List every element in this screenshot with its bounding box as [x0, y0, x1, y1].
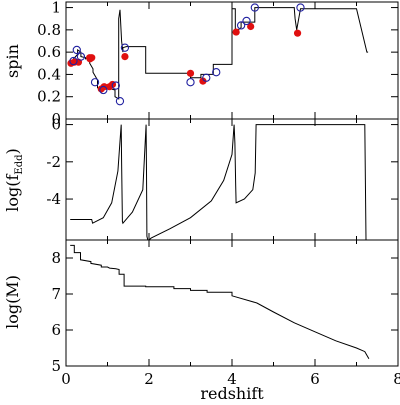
panel-mass-series [70, 244, 370, 360]
spin-red-point [88, 54, 96, 62]
x-tick-label: 0 [61, 370, 71, 388]
spin-red-point [232, 28, 240, 36]
x-tick-label: 8 [393, 370, 400, 388]
panel-fedd-ylabel-sub: Edd [14, 154, 25, 175]
panel-spin-series [67, 3, 369, 106]
panel-fedd-ytick-label: 0 [51, 116, 61, 134]
panel-fedd-xticks [65, 119, 399, 240]
panel-fedd-ytick-label: -2 [46, 153, 61, 171]
panel-mass-ytick-label: 5 [51, 357, 61, 375]
panel-fedd-ylabel: log(fEdd) [3, 148, 25, 212]
x-tick-label: 6 [310, 370, 320, 388]
spin-red-point [186, 69, 195, 77]
panel-mass-series-line [70, 244, 370, 360]
spin-blue-circle [99, 85, 108, 95]
spin-blue-circle [212, 68, 221, 77]
panel-mass-xticks: 0 2 4 6 8 [61, 240, 400, 388]
spin-blue-circle [296, 3, 305, 12]
x-axis-label: redshift [200, 384, 264, 403]
panel-spin-ytick-label: 0.4 [37, 65, 61, 83]
panel-spin-ylabel: spin [3, 44, 22, 78]
panel-spin: 0 0.2 0.4 0.6 0.8 1 spin [3, 0, 399, 128]
x-tick-label: 2 [144, 370, 154, 388]
spin-red-point [199, 77, 207, 85]
spin-blue-circle [69, 56, 78, 66]
spin-blue-circle [111, 81, 120, 90]
panel-mass-ytick-label: 8 [51, 249, 61, 267]
panel-fedd-yticks: -4 -2 0 [46, 116, 398, 208]
panel-fedd-ylabel-close: ) [3, 148, 22, 154]
panel-spin-ytick-label: 0.6 [37, 43, 61, 61]
panel-fedd-ylabel-main: log(f [3, 174, 22, 212]
spin-blue-circle [72, 45, 81, 55]
spin-blue-circle [236, 21, 246, 30]
panel-mass-ytick-label: 7 [51, 285, 61, 303]
panel-spin-series-line [69, 7, 369, 100]
panel-mass-ytick-label: 6 [51, 321, 61, 339]
x-tick-label: 4 [227, 370, 237, 388]
panel-spin-ytick-label: 0.8 [37, 21, 61, 39]
panel-mass: 5 6 7 8 0 2 4 6 8 log(M) redshift [3, 239, 400, 403]
spin-blue-circle [76, 52, 86, 61]
panel-spin-ytick-label: 1 [51, 0, 61, 17]
panel-fedd-series [70, 124, 369, 241]
spin-blue-circle [120, 43, 130, 52]
panel-fedd-series-line [70, 124, 369, 241]
panel-mass-frame [65, 239, 399, 367]
panel-mass-yticks: 5 6 7 8 [51, 249, 398, 375]
panel-spin-ytick-label: 0 [51, 110, 61, 128]
panel-mass-ylabel: log(M) [3, 275, 22, 329]
panel-spin-xticks [65, 2, 399, 119]
spin-blue-circle [115, 97, 125, 106]
panel-fedd-ytick-label: -4 [46, 190, 61, 208]
panel-fedd: -4 -2 0 log(fEdd) [3, 116, 399, 241]
spin-blue-circle [242, 16, 251, 26]
spin-red-point [121, 53, 129, 61]
spin-red-point [293, 29, 302, 37]
spin-blue-circle [250, 3, 259, 12]
panel-spin-yticks: 0 0.2 0.4 0.6 0.8 1 [37, 0, 398, 128]
spin-blue-circle [202, 73, 211, 82]
spin-red-point [247, 22, 255, 31]
spin-blue-circle [90, 78, 100, 87]
panel-spin-ytick-label: 0.2 [37, 88, 61, 106]
spin-blue-circle [186, 78, 195, 87]
